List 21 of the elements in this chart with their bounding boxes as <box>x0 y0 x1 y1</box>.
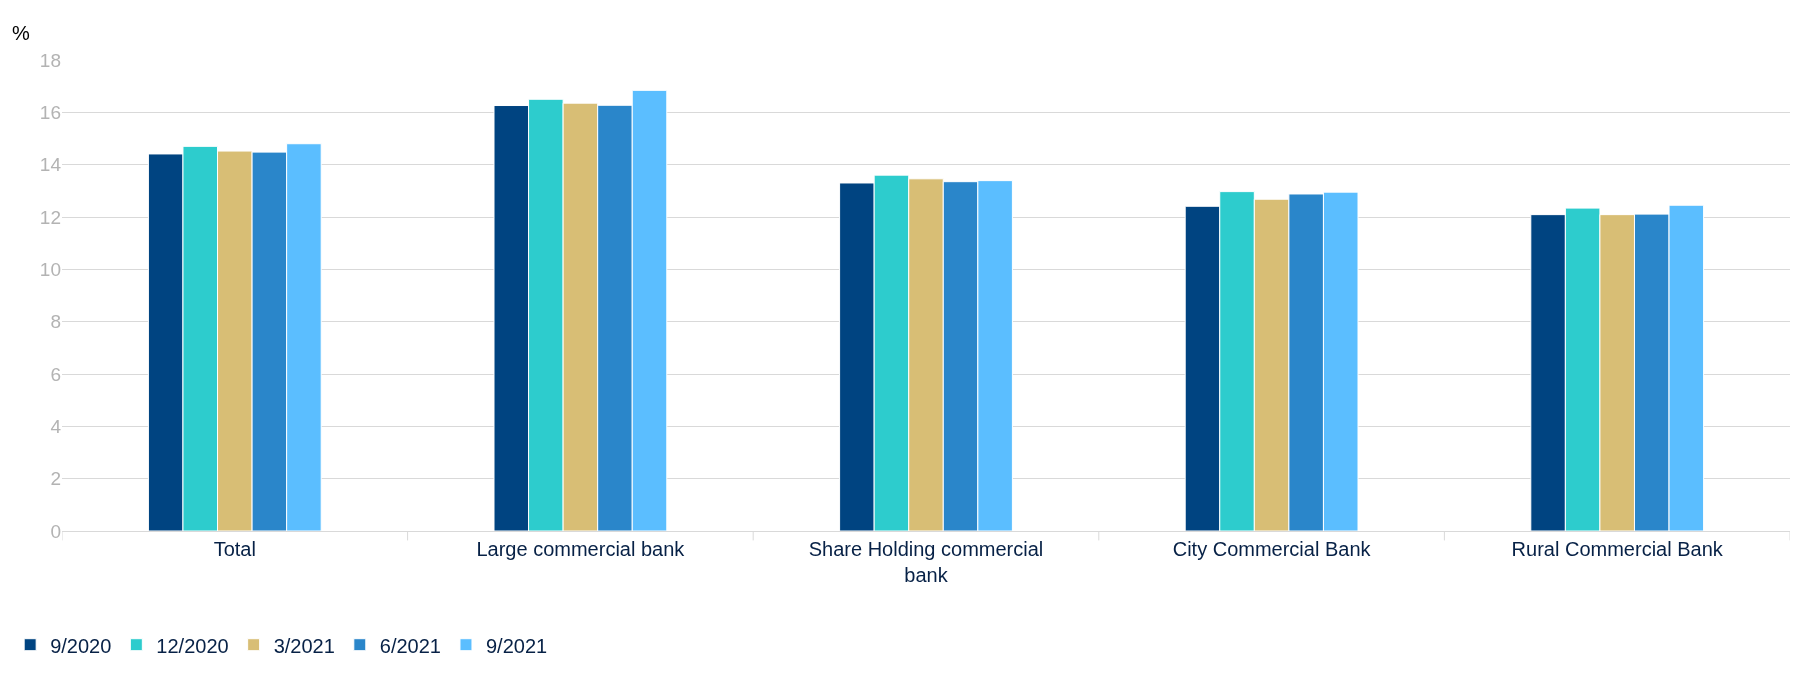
x-tick-label: City Commercial Bank <box>1172 538 1372 560</box>
legend-label: 6/2021 <box>379 634 441 657</box>
y-tick-label: 8 <box>50 311 61 333</box>
y-axis-title: % <box>12 22 30 44</box>
legend-label: 3/2021 <box>273 634 335 657</box>
x-tick-label: Rural Commercial Bank <box>1511 538 1724 560</box>
y-tick-label: 10 <box>39 258 61 280</box>
x-tick-label: Total <box>213 538 256 560</box>
legend-label: 9/2020 <box>50 634 112 657</box>
legend-label: 12/2020 <box>156 634 229 657</box>
legend-label: 9/2021 <box>485 634 548 657</box>
y-tick-label: 16 <box>39 101 61 123</box>
y-tick-label: 12 <box>39 206 61 228</box>
y-tick-label: 6 <box>50 363 61 385</box>
y-tick-label: 18 <box>39 49 61 71</box>
x-tick-label: Share Holding commercial bank <box>808 538 1044 586</box>
y-tick-label: 0 <box>50 520 61 542</box>
y-tick-label: 14 <box>39 154 62 176</box>
y-tick-label: 2 <box>50 468 61 490</box>
y-tick-label: 4 <box>50 415 62 437</box>
x-tick-label: Large commercial bank <box>476 538 686 560</box>
